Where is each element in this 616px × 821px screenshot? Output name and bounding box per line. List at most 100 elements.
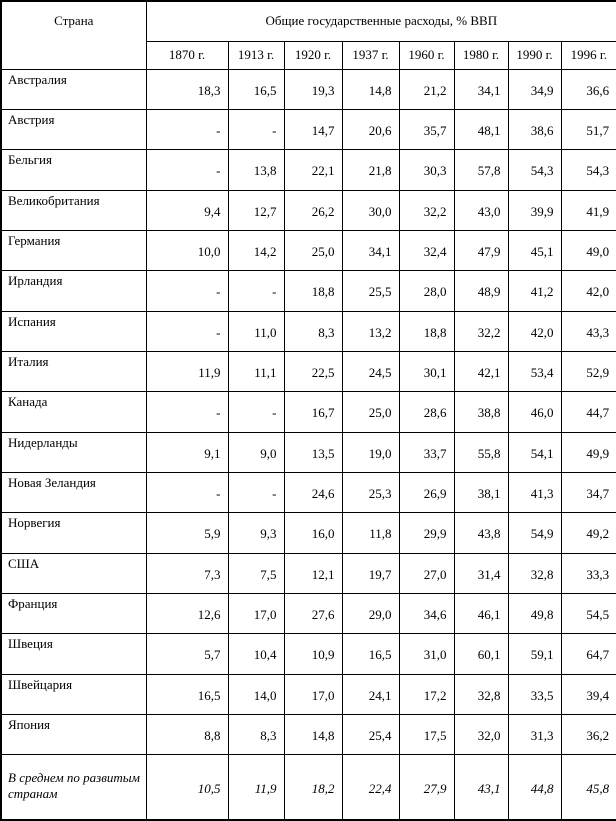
value-cell: 16,5	[227, 68, 285, 110]
year-header-1980: 1980 г.	[453, 40, 509, 70]
value-cell: 32,2	[398, 189, 455, 231]
value-cell: 45,8	[560, 754, 616, 821]
value-cell: 60,1	[453, 633, 509, 675]
value-cell: -	[145, 471, 229, 514]
table-row: Нидерланды 9,1 9,0 13,5 19,0 33,7 55,8 54,1 49,9	[0, 431, 616, 473]
value-cell: 32,0	[453, 713, 509, 756]
value-cell: 11,9	[145, 350, 229, 393]
value-cell: 12,1	[283, 552, 343, 594]
table-row: Австрия - -14,7 20,6 35,7 48,1 38,6 51,7	[0, 108, 616, 151]
value-cell: 39,9	[507, 189, 562, 231]
value-cell: 34,9	[507, 68, 562, 110]
table-row: В среднем по развитым странам 10,5 11,9 18,…	[0, 754, 616, 821]
value-cell: 55,8	[453, 431, 509, 473]
value-cell: -	[145, 270, 229, 312]
table-row: Испания -11,0 8,3 13,2 18,8 32,2 42,0 43,3	[0, 310, 616, 352]
value-cell: 14,8	[283, 713, 343, 756]
value-cell: 22,4	[341, 754, 400, 821]
value-cell: 17,2	[398, 673, 455, 716]
value-cell: 38,6	[507, 108, 562, 151]
group-header: Общие государственные расходы, % ВВП	[145, 0, 616, 42]
value-cell: 26,2	[283, 189, 343, 231]
value-cell: 24,6	[283, 471, 343, 514]
value-cell: 32,8	[507, 552, 562, 594]
value-cell: 31,4	[453, 552, 509, 594]
value-cell: 52,9	[560, 350, 616, 393]
value-cell: 34,1	[453, 68, 509, 110]
value-cell: 59,1	[507, 633, 562, 675]
value-cell: 31,0	[398, 633, 455, 675]
year-header-1960: 1960 г.	[398, 40, 455, 70]
value-cell: 5,9	[145, 512, 229, 554]
value-cell: 54,9	[507, 512, 562, 554]
table-row: Франция 12,6 17,0 27,6 29,0 34,6 46,1 49,8 54,5	[0, 592, 616, 635]
value-cell: -	[227, 471, 285, 514]
value-cell: 34,7	[560, 471, 616, 514]
value-cell: 25,5	[341, 270, 400, 312]
value-cell: 16,0	[283, 512, 343, 554]
value-cell: 39,4	[560, 673, 616, 716]
value-cell: 9,4	[145, 189, 229, 231]
table-row: Новая Зеландия - -24,6 25,3 26,9 38,1 41,3 34,7	[0, 471, 616, 514]
country-cell: Италия	[0, 350, 147, 393]
country-cell: Канада	[0, 391, 147, 433]
value-cell: 28,6	[398, 391, 455, 433]
country-column-header: Страна	[0, 0, 147, 70]
value-cell: 16,5	[145, 673, 229, 716]
value-cell: 16,5	[341, 633, 400, 675]
value-cell: 47,9	[453, 229, 509, 272]
value-cell: 8,8	[145, 713, 229, 756]
header-row-group: Страна Общие государственные расходы, % …	[0, 0, 616, 70]
value-cell: 9,1	[145, 431, 229, 473]
table-row: Япония 8,8 8,3 14,8 25,4 17,5 32,0 31,3 36,2	[0, 713, 616, 756]
value-cell: 41,3	[507, 471, 562, 514]
value-cell: 11,0	[227, 310, 285, 352]
table-row: Великобритания 9,4 12,7 26,2 30,0 32,2 43,0 39,…	[0, 189, 616, 231]
value-cell: 43,1	[453, 754, 509, 821]
country-cell: Австрия	[0, 108, 147, 151]
value-cell: 49,8	[507, 592, 562, 635]
value-cell: 36,6	[560, 68, 616, 110]
table-row: Австралия 18,3 16,5 19,3 14,8 21,2 34,1 34,9 36,…	[0, 68, 616, 110]
value-cell: 11,1	[227, 350, 285, 393]
value-cell: 42,0	[560, 270, 616, 312]
value-cell: 54,1	[507, 431, 562, 473]
value-cell: 49,0	[560, 229, 616, 272]
table-row: Германия 10,0 14,2 25,0 34,1 32,4 47,9 45,1 49,0	[0, 229, 616, 272]
table-row: Швеция 5,7 10,4 10,9 16,5 31,0 60,1 59,1 64,7	[0, 633, 616, 675]
value-cell: 49,9	[560, 431, 616, 473]
value-cell: 41,9	[560, 189, 616, 231]
country-cell: В среднем по развитым странам	[0, 754, 147, 821]
value-cell: 7,5	[227, 552, 285, 594]
value-cell: 34,6	[398, 592, 455, 635]
country-cell: Новая Зеландия	[0, 471, 147, 514]
value-cell: 8,3	[227, 713, 285, 756]
year-header-1913: 1913 г.	[227, 40, 285, 70]
value-cell: 13,2	[341, 310, 400, 352]
country-cell: Нидерланды	[0, 431, 147, 473]
table-row: Норвегия 5,9 9,3 16,0 11,8 29,9 43,8 54,9 49,2	[0, 512, 616, 554]
country-cell: Франция	[0, 592, 147, 635]
country-cell: Бельгия	[0, 149, 147, 191]
country-cell: Ирландия	[0, 270, 147, 312]
value-cell: -	[145, 149, 229, 191]
table-row: Канада - -16,7 25,0 28,6 38,8 46,0 44,7	[0, 391, 616, 433]
value-cell: 45,1	[507, 229, 562, 272]
value-cell: 9,3	[227, 512, 285, 554]
value-cell: 9,0	[227, 431, 285, 473]
value-cell: 48,1	[453, 108, 509, 151]
value-cell: 24,5	[341, 350, 400, 393]
value-cell: 31,3	[507, 713, 562, 756]
value-cell: 35,7	[398, 108, 455, 151]
value-cell: 44,7	[560, 391, 616, 433]
value-cell: 7,3	[145, 552, 229, 594]
value-cell: 11,8	[341, 512, 400, 554]
value-cell: 17,0	[283, 673, 343, 716]
value-cell: 32,8	[453, 673, 509, 716]
value-cell: -	[227, 391, 285, 433]
value-cell: 46,0	[507, 391, 562, 433]
country-cell: Великобритания	[0, 189, 147, 231]
value-cell: 18,3	[145, 68, 229, 110]
value-cell: 42,1	[453, 350, 509, 393]
value-cell: 32,4	[398, 229, 455, 272]
